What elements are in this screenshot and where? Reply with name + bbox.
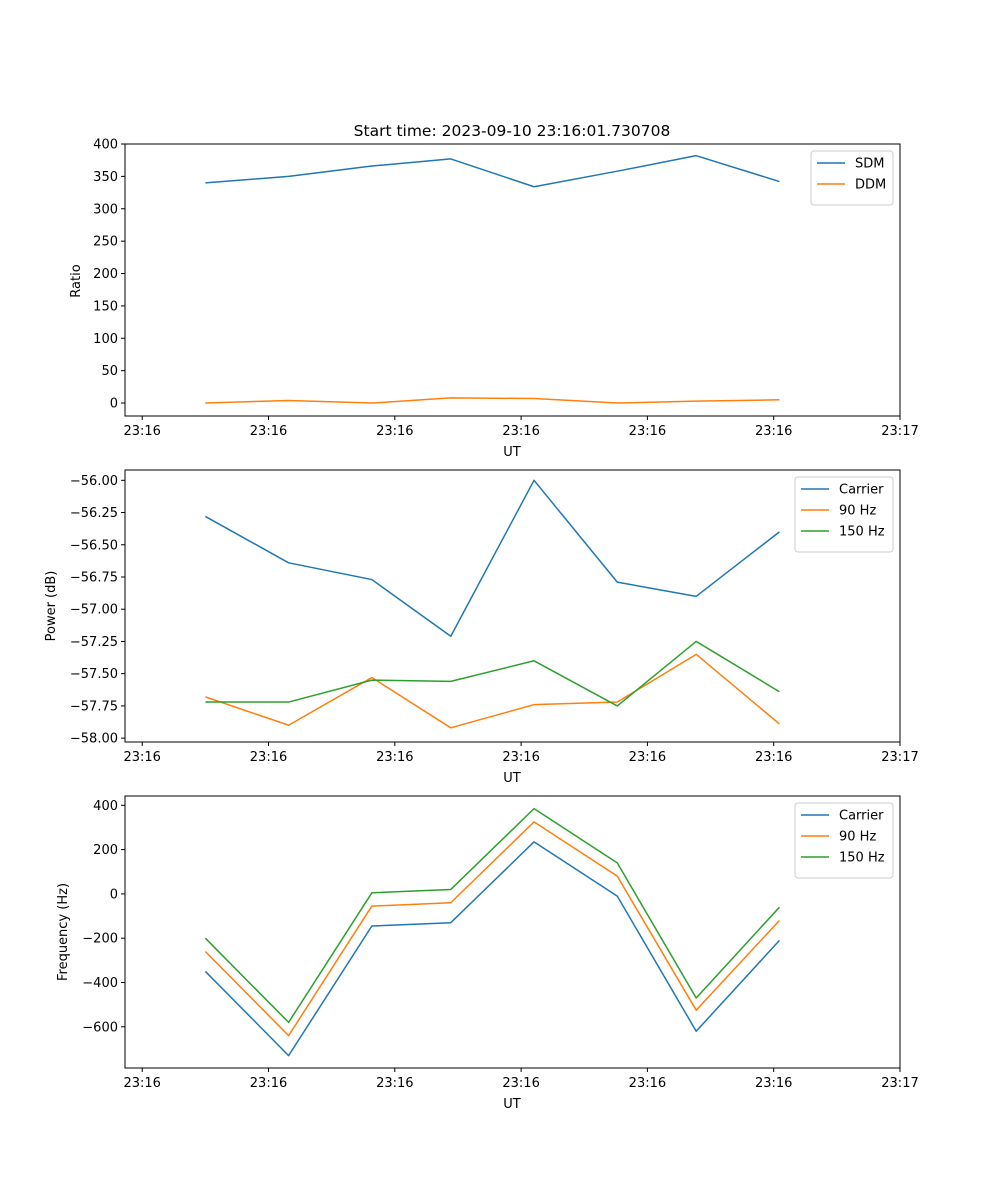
ratio-panel: Start time: 2023-09-10 23:16:01.730708 2… [69, 122, 919, 460]
x-axis-label: UT [503, 771, 521, 786]
legend-label: SDM [855, 157, 884, 172]
series-line-150-hz [205, 640, 780, 707]
x-tick-label: 23:16 [502, 750, 539, 765]
axes-frame [124, 143, 901, 417]
y-tick-label: 200 [93, 267, 118, 282]
y-tick-label: −400 [82, 976, 118, 991]
y-tick-label: −57.75 [70, 699, 118, 714]
legend-label: 90 Hz [839, 830, 876, 845]
y-axis-label: Power (dB) [44, 571, 59, 642]
x-tick-label: 23:17 [881, 750, 918, 765]
series-line-90-hz [205, 653, 780, 729]
x-axis-label: UT [503, 1097, 521, 1112]
y-tick-label: −56.50 [70, 538, 118, 553]
y-tick-label: −600 [82, 1020, 118, 1035]
y-tick-label: −200 [82, 932, 118, 947]
y-tick-label: −57.50 [70, 667, 118, 682]
x-tick-label: 23:16 [629, 424, 666, 439]
y-axis-label: Frequency (Hz) [56, 883, 71, 981]
power-plot-area: 23:16 23:16 23:16 23:16 23:16 23:16 23:17 −58.0… [70, 469, 919, 765]
x-tick-label: 23:16 [250, 424, 287, 439]
legend-label: 150 Hz [839, 525, 885, 540]
x-tick-label: 23:16 [123, 1076, 160, 1091]
y-tick-label: 100 [93, 332, 118, 347]
y-tick-label: −58.00 [70, 732, 118, 747]
y-axis-label: Ratio [69, 264, 84, 297]
frequency-panel: 23:16 23:16 23:16 23:16 23:16 23:16 23:17 −600 −… [56, 795, 919, 1112]
x-tick-label: 23:16 [629, 1076, 666, 1091]
ratio-plot-area: 23:16 23:16 23:16 23:16 23:16 23:16 23:17 0 50 10… [93, 138, 919, 440]
legend-box [794, 476, 894, 553]
series-line-carrier [205, 479, 780, 638]
frequency-plot-area: 23:16 23:16 23:16 23:16 23:16 23:16 23:17 −600 −… [82, 795, 919, 1091]
axes-frame [124, 469, 901, 743]
x-tick-label: 23:16 [502, 424, 539, 439]
legend-label: 150 Hz [839, 851, 885, 866]
series-line-150-hz [204, 807, 780, 1024]
legend-label: 90 Hz [839, 504, 876, 519]
y-tick-label: 300 [93, 202, 118, 217]
x-tick-label: 23:16 [755, 424, 792, 439]
x-tick-label: 23:16 [250, 750, 287, 765]
y-tick-label: 400 [93, 138, 118, 153]
series-line-sdm [205, 154, 780, 188]
y-tick-label: −56.00 [70, 474, 118, 489]
legend: SDM DDM [810, 150, 894, 206]
y-tick-label: −57.25 [70, 635, 118, 650]
x-tick-label: 23:17 [881, 1076, 918, 1091]
y-tick-label: 0 [110, 397, 118, 412]
x-axis-label: UT [503, 445, 521, 460]
x-tick-label: 23:16 [376, 750, 413, 765]
axes-frame [124, 795, 901, 1069]
x-tick-label: 23:16 [755, 1076, 792, 1091]
legend: Carrier 90 Hz 150 Hz [794, 802, 894, 879]
x-tick-label: 23:16 [376, 424, 413, 439]
y-tick-label: −57.00 [70, 603, 118, 618]
x-tick-label: 23:16 [502, 1076, 539, 1091]
legend: Carrier 90 Hz 150 Hz [794, 476, 894, 553]
y-tick-label: 150 [93, 299, 118, 314]
series-line-carrier [204, 841, 780, 1057]
y-tick-label: 0 [110, 887, 118, 902]
legend-label: Carrier [839, 809, 884, 824]
x-tick-label: 23:17 [881, 424, 918, 439]
x-tick-label: 23:16 [123, 750, 160, 765]
legend-box [794, 802, 894, 879]
chart-title: Start time: 2023-09-10 23:16:01.730708 [354, 122, 671, 140]
legend-label: DDM [855, 178, 886, 193]
y-tick-label: 200 [93, 843, 118, 858]
x-tick-label: 23:16 [123, 424, 160, 439]
series-line-ddm [205, 397, 780, 404]
y-tick-label: 400 [93, 799, 118, 814]
y-tick-label: −56.75 [70, 570, 118, 585]
x-tick-label: 23:16 [755, 750, 792, 765]
y-tick-label: 250 [93, 235, 118, 250]
x-tick-label: 23:16 [376, 1076, 413, 1091]
y-tick-label: 50 [101, 364, 118, 379]
x-tick-label: 23:16 [629, 750, 666, 765]
legend-box [810, 150, 894, 206]
x-tick-label: 23:16 [250, 1076, 287, 1091]
power-panel: 23:16 23:16 23:16 23:16 23:16 23:16 23:17 −58.0… [44, 469, 919, 786]
y-tick-label: 350 [93, 170, 118, 185]
legend-label: Carrier [839, 483, 884, 498]
series-line-90-hz [204, 821, 780, 1037]
y-tick-label: −56.25 [70, 506, 118, 521]
